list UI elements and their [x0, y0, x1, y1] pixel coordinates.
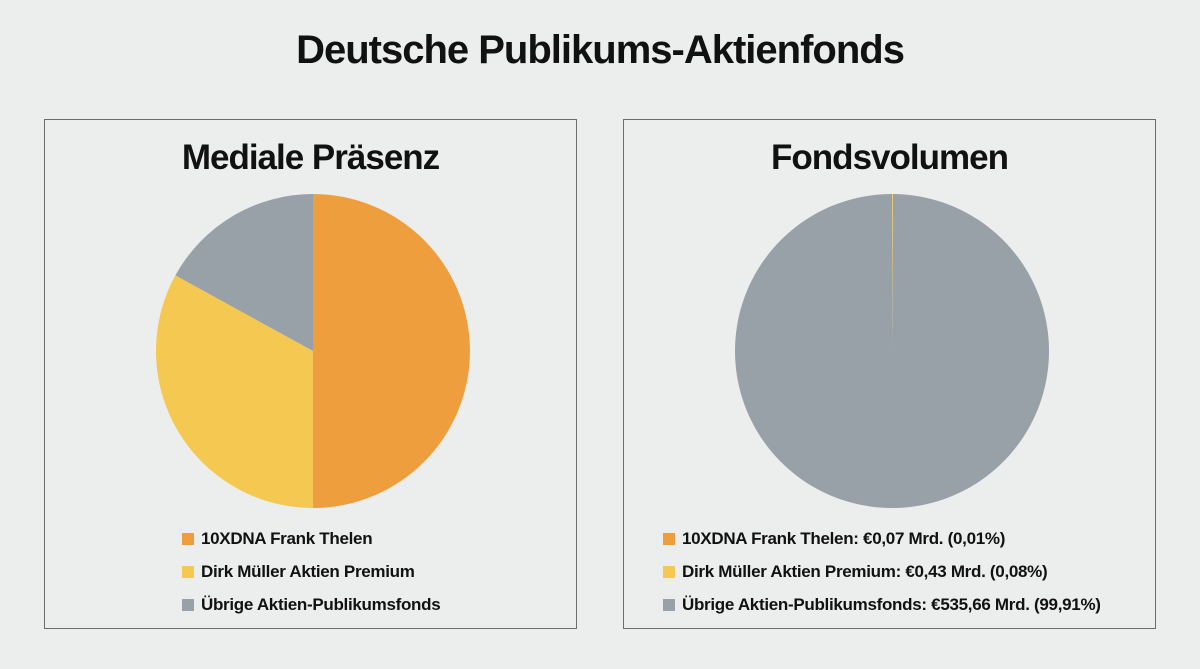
legend-swatch	[182, 566, 194, 578]
slice-uebrige	[735, 194, 1049, 509]
media-presence-panel: Mediale Präsenz 10XDNA Frank Thelen Dirk…	[44, 119, 577, 629]
slice-dirk-mueller	[156, 275, 313, 508]
legend-label: 10XDNA Frank Thelen	[201, 529, 373, 548]
slice-frank-thelen	[313, 194, 470, 508]
media-presence-pie	[156, 194, 470, 508]
legend-swatch	[182, 599, 194, 611]
legend-swatch	[663, 533, 675, 545]
page-title: Deutsche Publikums-Aktienfonds	[296, 28, 905, 72]
legend-label: Übrige Aktien-Publikumsfonds: €535,66 Mr…	[682, 595, 1101, 614]
fund-volume-panel: Fondsvolumen 10XDNA Frank Thelen: €0,07 …	[623, 119, 1156, 629]
slice-uebrige	[175, 194, 313, 351]
slice-dirk-mueller	[892, 194, 893, 351]
legend-swatch	[182, 533, 194, 545]
legend-swatch	[663, 566, 675, 578]
legend-label: 10XDNA Frank Thelen: €0,07 Mrd. (0,01%)	[682, 529, 1006, 548]
legend-label: Übrige Aktien-Publikumsfonds	[201, 595, 441, 614]
legend-item-uebrige: Übrige Aktien-Publikumsfonds: €535,66 Mr…	[663, 595, 1101, 615]
legend-swatch	[663, 599, 675, 611]
legend-item-dirk-mueller: Dirk Müller Aktien Premium	[182, 562, 415, 582]
legend-item-dirk-mueller: Dirk Müller Aktien Premium: €0,43 Mrd. (…	[663, 562, 1048, 582]
fund-volume-title: Fondsvolumen	[771, 138, 1009, 177]
legend-item-frank-thelen: 10XDNA Frank Thelen: €0,07 Mrd. (0,01%)	[663, 529, 1005, 549]
legend-item-frank-thelen: 10XDNA Frank Thelen	[182, 529, 373, 549]
legend-label: Dirk Müller Aktien Premium	[201, 562, 415, 581]
legend-label: Dirk Müller Aktien Premium: €0,43 Mrd. (…	[682, 562, 1048, 581]
fund-volume-pie	[735, 194, 1049, 509]
legend-item-uebrige: Übrige Aktien-Publikumsfonds	[182, 595, 441, 615]
media-presence-title: Mediale Präsenz	[181, 138, 440, 177]
